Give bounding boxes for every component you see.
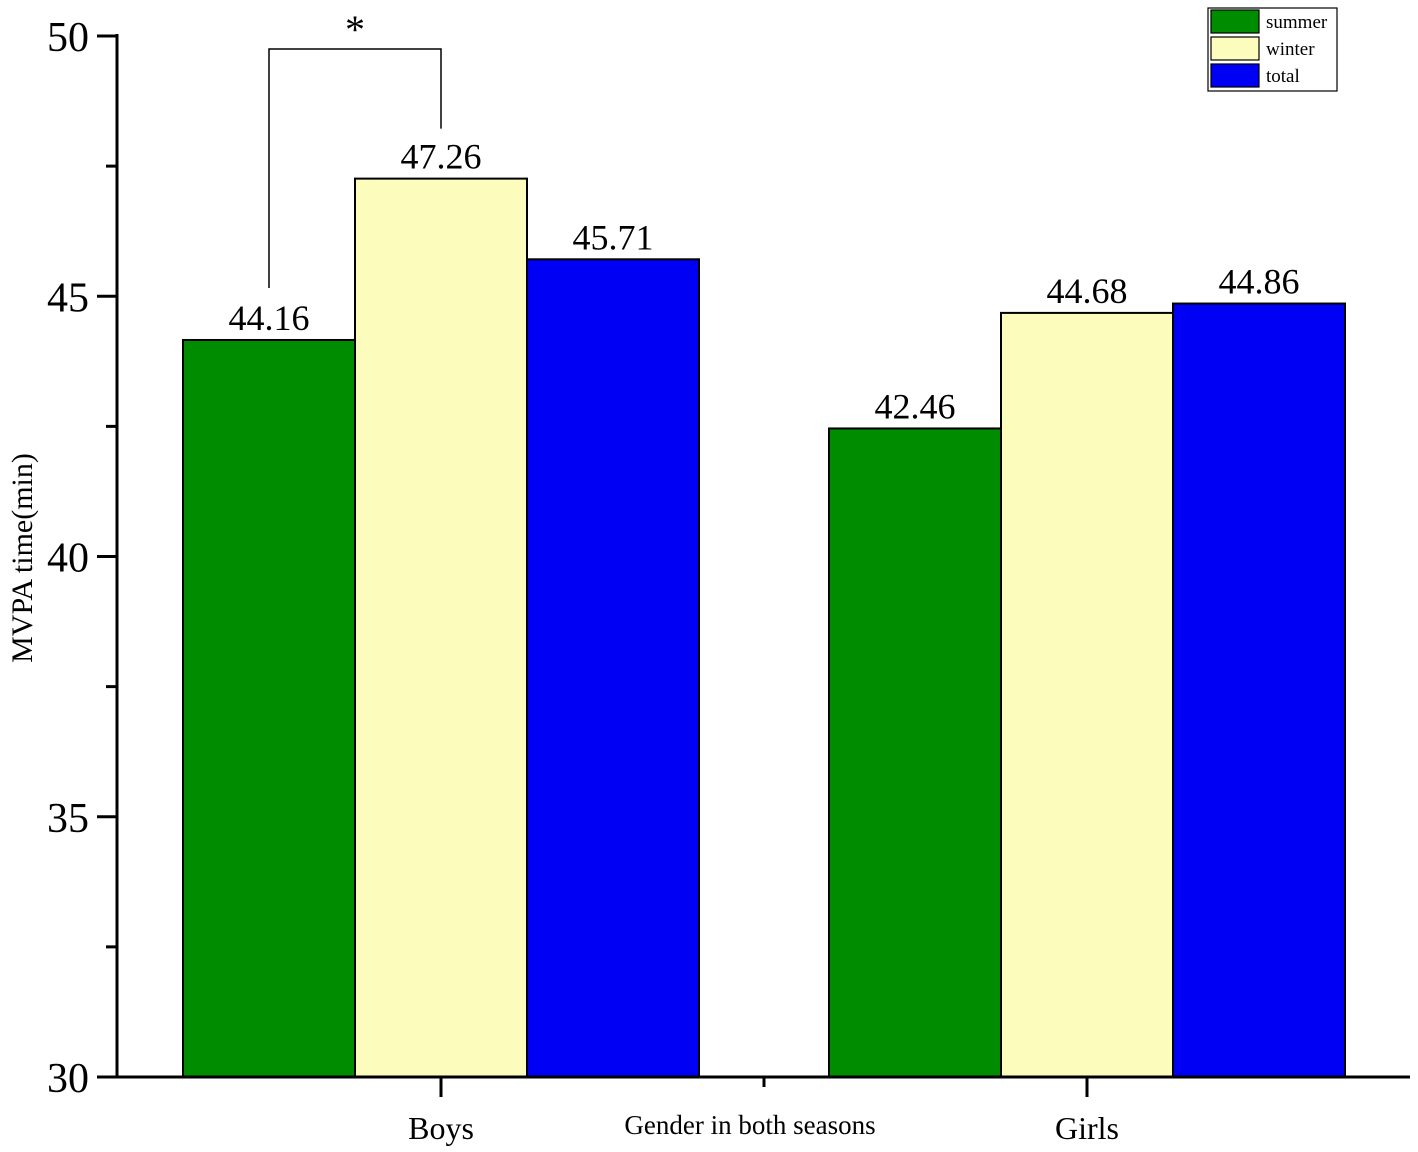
- legend-swatch-summer: [1210, 9, 1260, 34]
- y-tick-label: 30: [47, 1056, 89, 1102]
- legend-items: summer winter total: [1210, 9, 1328, 88]
- bar-girls-summer: [828, 427, 1002, 1079]
- x-ticks-group: Boys Girls: [408, 1077, 1119, 1146]
- data-label-boys-winter: 47.26: [401, 137, 482, 177]
- data-label-boys-total: 45.71: [573, 217, 654, 257]
- legend: summer winter total: [1207, 7, 1338, 92]
- legend-swatch-total: [1210, 63, 1260, 88]
- x-tick-label-boys: Boys: [408, 1110, 474, 1146]
- significance-bracket-line: [268, 48, 442, 288]
- x-axis-label: Gender in both seasons: [624, 1110, 875, 1140]
- bar-girls-winter: [1000, 311, 1174, 1078]
- data-label-girls-summer: 42.46: [875, 386, 956, 426]
- y-ticks-group: 30 35 40 45 50: [47, 15, 117, 1102]
- data-label-girls-total: 44.86: [1219, 262, 1300, 302]
- data-label-girls-winter: 44.68: [1047, 271, 1128, 311]
- data-label-boys-summer: 44.16: [229, 298, 310, 338]
- legend-swatch-winter: [1210, 36, 1260, 61]
- significance-star: *: [345, 7, 365, 52]
- legend-label-winter: winter: [1266, 39, 1315, 60]
- y-axis-label: MVPA time(min): [6, 453, 39, 663]
- bar-girls-total: [1172, 302, 1346, 1078]
- bar-boys-total: [526, 258, 700, 1078]
- y-tick-label: 35: [47, 796, 89, 842]
- x-tick-label-girls: Girls: [1055, 1110, 1119, 1146]
- legend-label-total: total: [1266, 66, 1300, 87]
- y-tick-label: 40: [47, 536, 89, 582]
- bar-boys-winter: [354, 177, 528, 1078]
- bars-group: [182, 177, 1346, 1079]
- legend-label-summer: summer: [1266, 12, 1328, 33]
- y-tick-label: 45: [47, 275, 89, 321]
- significance-bracket: *: [268, 7, 442, 288]
- bar-boys-summer: [182, 338, 356, 1078]
- y-tick-label: 50: [47, 15, 89, 61]
- bar-labels-group: 44.16 42.46 47.26 44.68 45.71 44.86: [229, 137, 1300, 427]
